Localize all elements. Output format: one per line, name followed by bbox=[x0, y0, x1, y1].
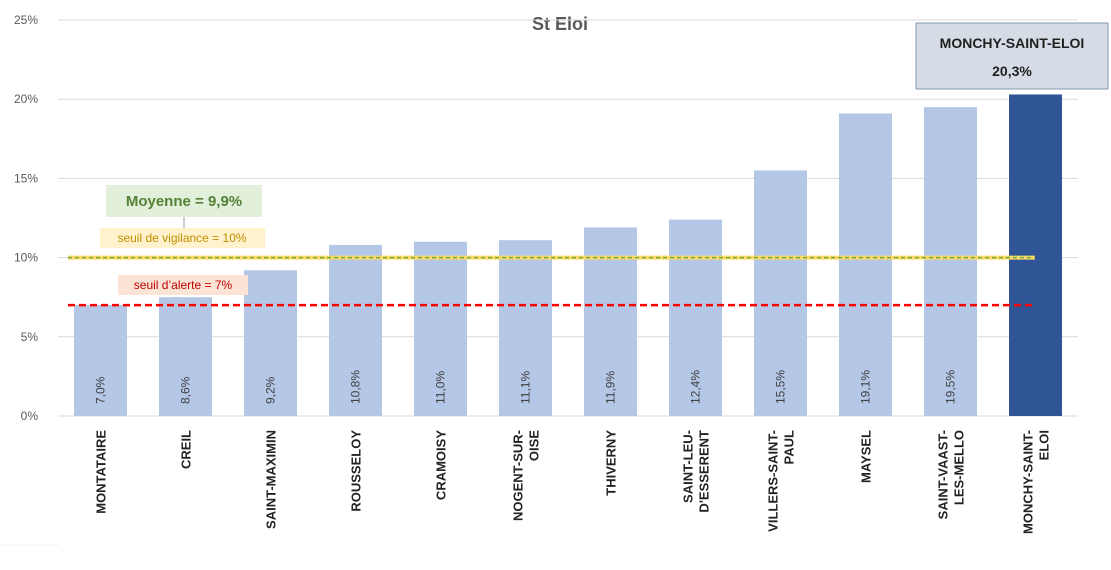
x-tick-label: ELOI bbox=[1037, 430, 1052, 460]
y-tick-label: 5% bbox=[21, 330, 39, 344]
x-tick-label: D'ESSERENT bbox=[697, 430, 712, 513]
y-tick-label: 20% bbox=[14, 92, 38, 106]
bar bbox=[669, 219, 722, 416]
mean-label: Moyenne = 9,9% bbox=[126, 193, 242, 210]
x-tick-label: VILLERS-SAINT- bbox=[766, 430, 781, 532]
bar bbox=[74, 305, 127, 416]
highlight-callout-box bbox=[915, 22, 1109, 90]
y-tick-label: 25% bbox=[14, 13, 38, 27]
bars bbox=[74, 94, 1062, 417]
x-tick-label: PAUL bbox=[782, 430, 797, 464]
bar bbox=[924, 107, 977, 417]
y-tick-label: 10% bbox=[14, 251, 38, 265]
y-axis: 0% 5% 10% 15% 20% 25% bbox=[14, 13, 38, 423]
highlight-callout-name: MONCHY-SAINT-ELOI bbox=[940, 35, 1085, 51]
bar bbox=[244, 270, 297, 416]
bar bbox=[159, 297, 212, 416]
x-tick-label: CREIL bbox=[179, 430, 194, 469]
alert-label-box bbox=[118, 275, 248, 295]
x-tick-label: MONTATAIRE bbox=[94, 430, 109, 514]
x-tick-label: SAINT-LEU- bbox=[681, 430, 696, 503]
bar bbox=[839, 113, 892, 417]
alert-label: seuil d’alerte = 7% bbox=[134, 278, 233, 292]
value-label: 15,5% bbox=[774, 370, 788, 404]
bar bbox=[329, 244, 382, 416]
value-label: 10,8% bbox=[349, 370, 363, 404]
x-tick-label: CRAMOISY bbox=[434, 430, 449, 500]
vigilance-label: seuil de vigilance = 10% bbox=[117, 231, 246, 245]
value-label: 11,9% bbox=[604, 371, 618, 404]
y-tick-label: 0% bbox=[21, 409, 39, 423]
value-label: 12,4% bbox=[689, 370, 703, 404]
x-tick-label: MONCHY-SAINT- bbox=[1021, 430, 1036, 534]
x-tick-label: THIVERNY bbox=[604, 430, 619, 496]
value-label: 19,5% bbox=[944, 370, 958, 404]
x-tick-label: OISE bbox=[527, 430, 542, 461]
value-label: 11,0% bbox=[434, 371, 448, 404]
bar bbox=[499, 240, 552, 416]
vigilance-label-box bbox=[100, 228, 265, 248]
chart-title: St Eloi bbox=[532, 14, 588, 34]
y-tick-label: 15% bbox=[14, 171, 38, 185]
bar bbox=[414, 241, 467, 416]
callouts: Moyenne = 9,9% seuil de vigilance = 10% se… bbox=[100, 22, 1109, 295]
reference-lines bbox=[68, 255, 1035, 307]
value-label: 19,1% bbox=[859, 370, 873, 404]
x-tick-label: SAINT-VAAST- bbox=[936, 430, 951, 519]
value-labels: 7,0% 8,6% 9,2% 10,8% 11,0% 11,1% 11,9% 12,4% 15,… bbox=[94, 370, 958, 404]
x-tick-label: SAINT-MAXIMIN bbox=[264, 430, 279, 529]
x-tick-label: ROUSSELOY bbox=[349, 430, 364, 512]
value-label: 11,1% bbox=[519, 371, 533, 404]
x-tick-label: MAYSEL bbox=[859, 430, 874, 483]
bar bbox=[754, 170, 807, 416]
mean-label-box bbox=[106, 185, 262, 217]
value-label: 7,0% bbox=[94, 376, 108, 404]
value-label: 9,2% bbox=[264, 376, 278, 404]
x-tick-label: LES-MELLO bbox=[952, 430, 967, 505]
value-label: 8,6% bbox=[179, 376, 193, 404]
x-tick-label: NOGENT-SUR- bbox=[511, 430, 526, 521]
x-axis-labels: MONTATAIRE CREIL SAINT-MAXIMIN ROUSSELOY CRA… bbox=[94, 430, 1052, 534]
highlight-callout-value: 20,3% bbox=[992, 63, 1032, 79]
bar bbox=[1009, 94, 1062, 416]
